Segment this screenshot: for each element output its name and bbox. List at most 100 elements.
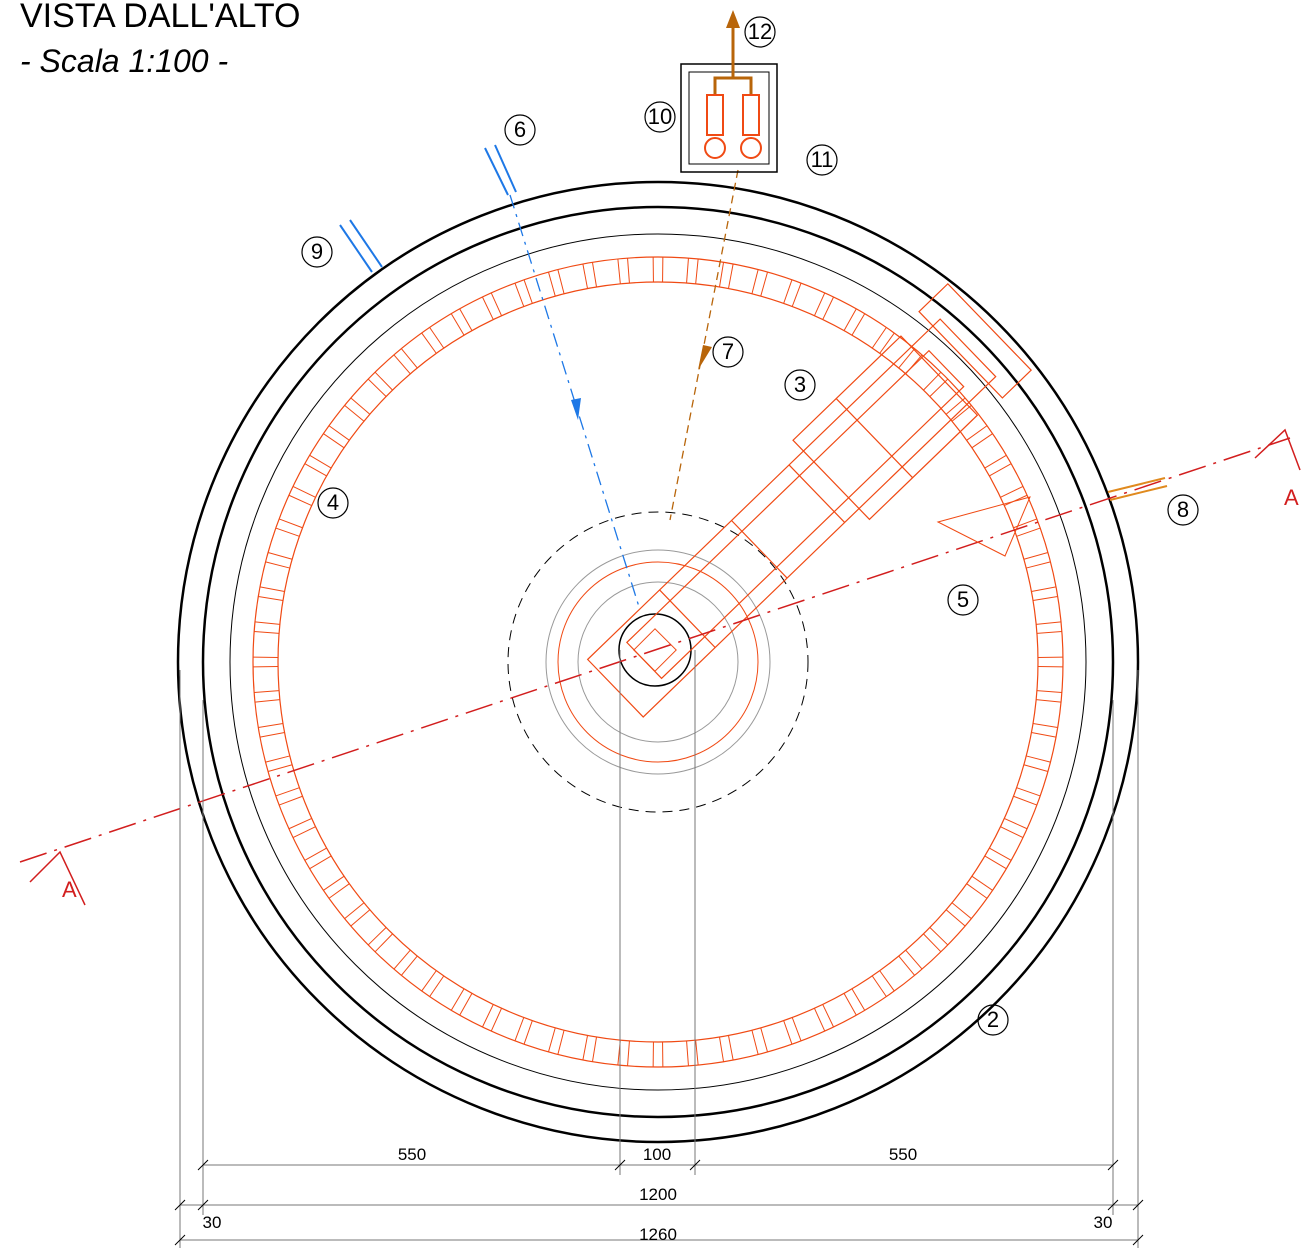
- ring-tooth: [558, 1030, 564, 1054]
- dimension: 30: [1094, 1213, 1113, 1232]
- ring-tooth: [548, 1028, 555, 1052]
- ring-tooth: [1026, 756, 1050, 762]
- callout-label: 12: [748, 19, 772, 44]
- ring-tooth: [451, 989, 464, 1010]
- ring-tooth: [719, 1037, 723, 1062]
- ring-tooth: [310, 455, 331, 468]
- ring-tooth: [401, 349, 417, 368]
- ring-tooth: [761, 272, 768, 296]
- ring-tooth: [696, 1040, 698, 1065]
- ring-tooth: [972, 876, 993, 890]
- ring-tooth: [268, 765, 292, 772]
- ring-tooth: [687, 1041, 689, 1066]
- dimension: 550: [889, 1145, 917, 1164]
- ring-tooth: [728, 1035, 733, 1060]
- dimension: 1260: [639, 1225, 677, 1244]
- ring-tooth: [628, 258, 630, 283]
- ring-tooth: [687, 258, 689, 283]
- ring-tooth: [491, 293, 501, 316]
- ring-tooth: [814, 1008, 824, 1031]
- ring-tooth: [946, 910, 965, 926]
- ring-tooth: [482, 297, 493, 320]
- ring-tooth: [899, 956, 915, 975]
- ring-tooth: [1004, 818, 1027, 828]
- bridge: [574, 284, 1031, 732]
- ring-tooth: [967, 426, 987, 441]
- section-line: [20, 430, 1300, 905]
- ring-tooth: [952, 405, 971, 421]
- ring-tooth: [1037, 691, 1062, 693]
- ring-tooth: [761, 1028, 768, 1052]
- ring-tooth: [1036, 700, 1061, 702]
- ring-tooth: [345, 903, 364, 919]
- ring-tooth: [844, 993, 856, 1015]
- ring-tooth: [351, 398, 370, 414]
- callout-label: 5: [957, 587, 969, 612]
- ring-tooth: [923, 934, 940, 952]
- ring-tooth: [279, 796, 302, 805]
- ring-tooth: [1026, 562, 1050, 568]
- ring-tooth: [852, 314, 865, 335]
- ring-tooth: [524, 1021, 532, 1045]
- ring-tooth: [375, 372, 392, 390]
- ring-tooth: [1017, 528, 1041, 536]
- callout-label: 9: [311, 239, 323, 264]
- ring-tooth: [583, 1035, 588, 1060]
- ring-tooth: [1033, 596, 1058, 600]
- ring-tooth: [628, 1041, 630, 1066]
- ring-tooth: [401, 956, 417, 975]
- ring-tooth: [460, 993, 472, 1015]
- ring-tooth: [1031, 587, 1056, 592]
- ring-tooth: [422, 971, 437, 991]
- ring-tooth: [1037, 632, 1062, 634]
- ring-tooth: [451, 314, 464, 335]
- ring-tooth: [260, 732, 285, 737]
- ring-tooth: [967, 884, 987, 899]
- ring-tooth: [394, 355, 410, 374]
- ring-tooth: [1000, 827, 1023, 838]
- ring-tooth: [515, 283, 524, 306]
- ring-tooth: [844, 309, 856, 331]
- ring-tooth: [592, 262, 596, 287]
- ring-tooth: [823, 1004, 834, 1027]
- dimension: 100: [643, 1145, 671, 1164]
- tank: [178, 182, 1138, 1142]
- ring-tooth: [329, 884, 349, 899]
- ring-tooth: [548, 272, 555, 296]
- ring-tooth: [696, 259, 698, 284]
- callout-label: 6: [514, 117, 526, 142]
- ring-tooth: [906, 950, 922, 969]
- ring-tooth: [430, 976, 444, 997]
- ring-tooth: [618, 259, 620, 284]
- ring-tooth: [276, 788, 300, 796]
- drawing: VISTA DALL'ALTO - Scala 1:100 - A A: [0, 0, 1304, 1248]
- ring-tooth: [989, 464, 1011, 476]
- ring-tooth: [1000, 486, 1023, 497]
- ring-tooth: [1013, 796, 1036, 805]
- ring-tooth: [289, 495, 312, 505]
- ring-tooth: [258, 723, 283, 727]
- ring-tooth: [592, 1037, 596, 1062]
- title: VISTA DALL'ALTO: [20, 0, 301, 35]
- callout-label: 2: [987, 1007, 999, 1032]
- ring-tooth: [558, 270, 564, 294]
- ring-tooth: [258, 596, 283, 600]
- ring-tooth: [852, 989, 865, 1010]
- ring-tooth: [323, 434, 344, 448]
- ring-tooth: [394, 950, 410, 969]
- dimension: 550: [398, 1145, 426, 1164]
- callout-label: 10: [648, 104, 672, 129]
- ring-tooth: [1024, 552, 1048, 559]
- ring-tooth: [814, 293, 824, 316]
- ring-tooth: [872, 976, 886, 997]
- dimension: 30: [203, 1213, 222, 1232]
- ring-tooth: [1031, 732, 1056, 737]
- ring-tooth: [972, 434, 993, 448]
- ring-tooth: [289, 818, 312, 828]
- callout-label: 3: [794, 372, 806, 397]
- ring-tooth: [351, 910, 370, 926]
- ring-tooth: [375, 934, 392, 952]
- ring-tooth: [276, 528, 300, 536]
- ring-tooth: [728, 264, 733, 289]
- ring-tooth: [880, 971, 895, 991]
